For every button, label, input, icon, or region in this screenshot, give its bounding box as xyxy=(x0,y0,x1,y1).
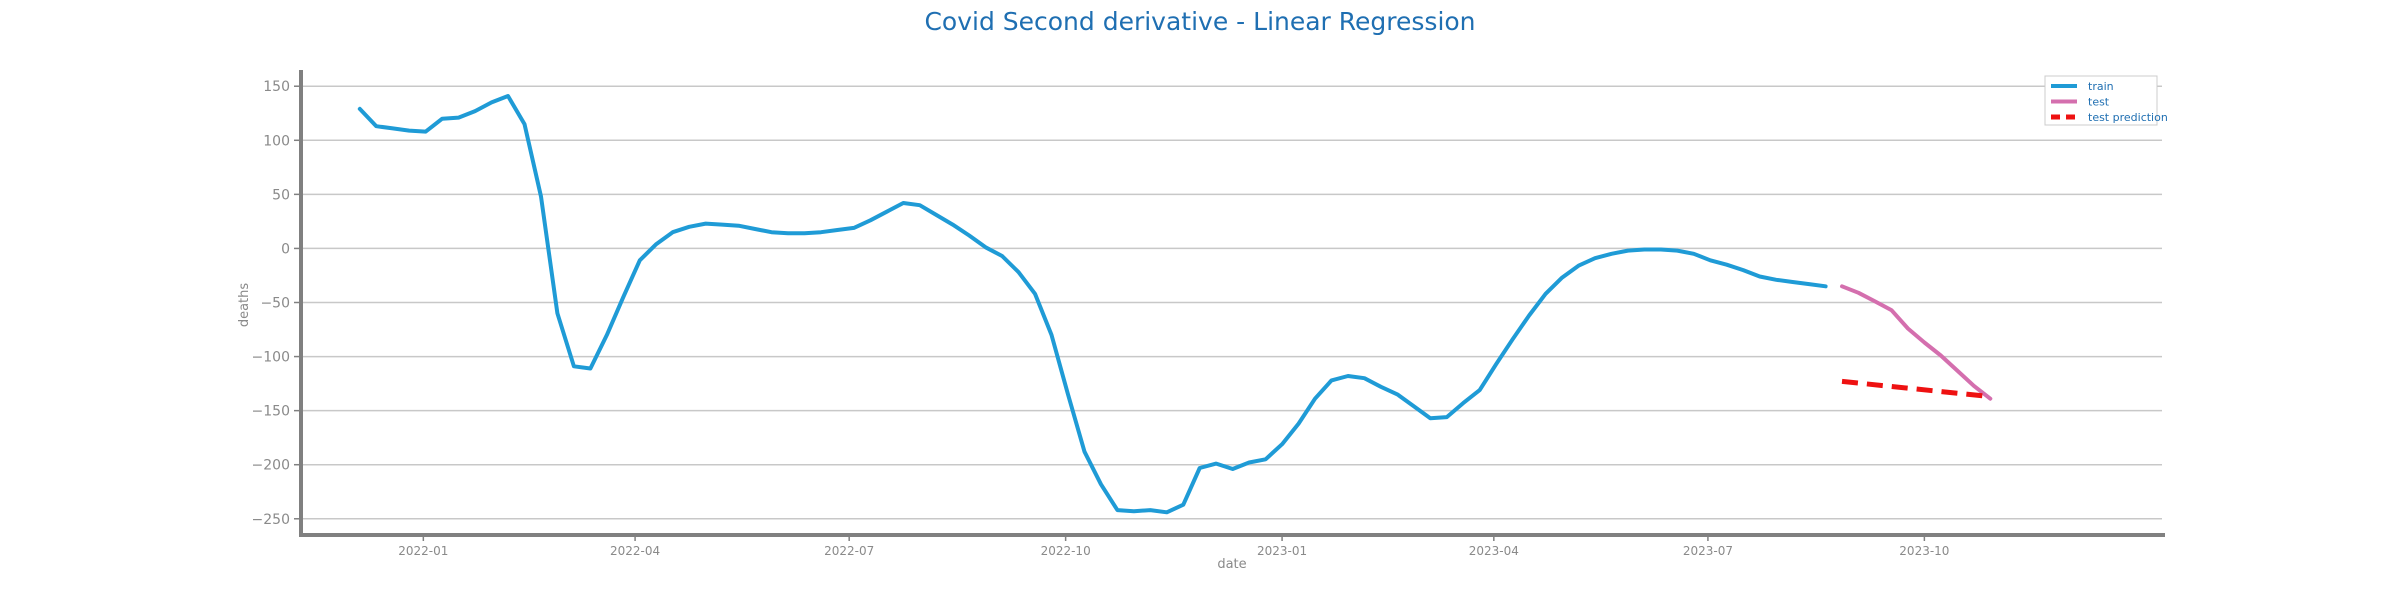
y-tick-label: 150 xyxy=(263,79,290,95)
series-line-test xyxy=(1840,284,1993,401)
x-tick-label: 2022-04 xyxy=(610,544,660,558)
y-tick-label: −250 xyxy=(252,512,290,528)
grid-lines xyxy=(301,85,2162,520)
y-tick-labels: 150 100 50 0 −50 −100 −150 −200 −250 xyxy=(252,79,301,528)
x-tick-label: 2022-01 xyxy=(398,544,448,558)
legend-label: test prediction xyxy=(2088,111,2168,124)
x-tick-label: 2023-01 xyxy=(1257,544,1307,558)
x-axis-label: date xyxy=(1217,557,1246,572)
y-axis-label: deaths xyxy=(237,283,252,328)
y-tick-label: 100 xyxy=(263,133,290,149)
series-line-test-prediction xyxy=(1841,378,1991,400)
y-tick-label: −50 xyxy=(260,296,290,312)
legend: train test test prediction xyxy=(2044,75,2168,126)
legend-items: train test test prediction xyxy=(2051,80,2168,124)
series-line-train xyxy=(357,94,1828,515)
chart-title: Covid Second derivative - Linear Regress… xyxy=(924,7,1475,36)
x-tick-label: 2023-10 xyxy=(1899,544,1949,558)
x-tick-label: 2023-07 xyxy=(1683,544,1733,558)
x-tick-labels: 2022-01 2022-04 2022-07 2022-10 2023-01 2023-… xyxy=(398,535,1949,558)
series-lines xyxy=(357,94,1993,515)
legend-label: test xyxy=(2088,96,2110,109)
y-tick-label: −100 xyxy=(252,350,290,366)
legend-label: train xyxy=(2088,80,2114,93)
y-tick-label: −150 xyxy=(252,404,290,420)
y-tick-label: −200 xyxy=(252,458,290,474)
y-tick-label: 50 xyxy=(272,187,290,203)
y-tick-label: 0 xyxy=(281,241,290,257)
x-tick-label: 2022-10 xyxy=(1041,544,1091,558)
x-tick-label: 2022-07 xyxy=(824,544,874,558)
x-tick-label: 2023-04 xyxy=(1469,544,1519,558)
